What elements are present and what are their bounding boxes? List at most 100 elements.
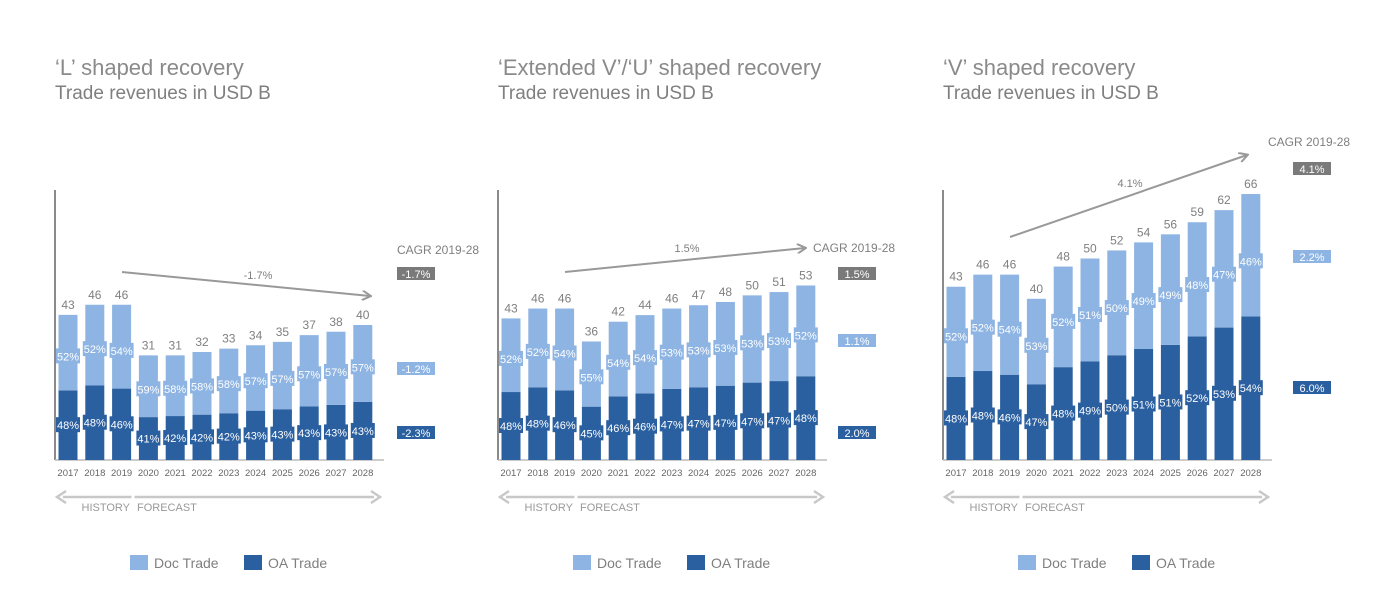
doc-share-label-bg (243, 373, 268, 389)
oa-share-label-bg (1051, 405, 1076, 421)
doc-share-label: 58% (218, 379, 240, 391)
oa-share-label-bg (190, 429, 214, 445)
cagr-title: CAGR 2019-28 (1268, 135, 1350, 149)
doc-share-label: 50% (1106, 303, 1128, 315)
doc-share-label: 57% (298, 369, 320, 381)
x-tick-label: 2021 (1053, 468, 1074, 479)
oa-share-label: 51% (1133, 400, 1155, 412)
oa-share-label-bg (1158, 394, 1183, 410)
legend-doc-swatch (1018, 555, 1036, 570)
trend-label: 1.5% (674, 243, 699, 255)
total-label: 54 (1137, 225, 1151, 239)
cagr-total-value: 4.1% (1299, 164, 1324, 176)
oa-share-label-bg (136, 430, 161, 446)
oa-share-label: 48% (945, 413, 967, 425)
total-label: 35 (276, 325, 290, 339)
oa-share-label-bg (552, 417, 577, 433)
oa-share-label: 48% (500, 421, 522, 433)
history-label: HISTORY (525, 502, 574, 514)
doc-share-label-bg (1104, 300, 1129, 316)
oa-share-label: 49% (1079, 406, 1101, 418)
oa-share-label-bg (686, 415, 711, 431)
doc-share-label: 52% (84, 344, 106, 356)
oa-share-label: 50% (1106, 403, 1128, 415)
oa-share-label: 42% (164, 433, 186, 445)
total-label: 46 (88, 288, 102, 302)
doc-share-label-bg (525, 343, 550, 359)
x-tick-label: 2020 (138, 468, 159, 479)
cagr-oa-value: 6.0% (1299, 383, 1324, 395)
doc-share-label-bg (270, 370, 295, 386)
x-tick-label: 2017 (945, 468, 966, 479)
oa-share-label: 45% (580, 428, 602, 440)
oa-share-label-bg (944, 410, 968, 426)
doc-share-label: 48% (1186, 280, 1208, 292)
doc-share-label-bg (793, 327, 818, 343)
legend-oa-label: OA Trade (268, 555, 327, 571)
doc-share-label: 54% (554, 349, 576, 361)
doc-share-label: 59% (137, 384, 159, 396)
doc-share-label: 53% (741, 338, 763, 350)
total-label: 52 (1110, 233, 1124, 247)
oa-share-label: 43% (271, 430, 293, 442)
timeline-right-arrow-icon (813, 489, 826, 505)
doc-share-label: 53% (688, 345, 710, 357)
oa-share-label: 46% (111, 419, 133, 431)
total-label: 38 (329, 315, 343, 329)
cagr-doc-value: 1.1% (844, 336, 869, 348)
trend-label: 4.1% (1117, 178, 1142, 190)
forecast-label: FORECAST (1025, 502, 1085, 514)
doc-share-label-bg (136, 381, 161, 397)
cagr-total-box (397, 267, 435, 280)
oa-share-label-bg (997, 409, 1022, 425)
doc-share-label-bg (944, 328, 968, 344)
total-label: 46 (115, 288, 129, 302)
oa-share-label: 52% (1186, 393, 1208, 405)
doc-share-label-bg (1212, 266, 1236, 282)
oa-share-label-bg (579, 425, 604, 441)
timeline-right-arrow-icon (370, 489, 383, 505)
total-label: 50 (746, 278, 760, 292)
legend-doc-swatch (573, 555, 591, 570)
x-tick-label: 2018 (527, 468, 548, 479)
trend-label: -1.7% (244, 270, 273, 282)
oa-share-label-bg (1185, 390, 1210, 406)
oa-share-label: 43% (298, 428, 320, 440)
total-label: 31 (169, 338, 183, 352)
x-tick-label: 2020 (1026, 468, 1047, 479)
total-label: 42 (612, 305, 626, 319)
total-label: 59 (1191, 205, 1205, 219)
oa-share-label: 51% (1159, 397, 1181, 409)
doc-share-label: 53% (714, 343, 736, 355)
total-label: 51 (772, 275, 786, 289)
cagr-doc-value: 2.2% (1299, 252, 1324, 264)
oa-share-label: 42% (218, 432, 240, 444)
doc-share-label: 53% (768, 336, 790, 348)
doc-share-label: 52% (945, 331, 967, 343)
doc-share-label: 52% (972, 323, 994, 335)
oa-share-label: 48% (57, 420, 79, 432)
doc-share-label-bg (350, 359, 375, 375)
doc-share-label-bg (633, 350, 657, 366)
oa-share-label: 48% (972, 411, 994, 423)
oa-share-label: 54% (1240, 383, 1262, 395)
total-label: 36 (585, 324, 599, 338)
forecast-label: FORECAST (137, 502, 197, 514)
legend-doc-swatch (130, 555, 148, 570)
chart-subtitle: Trade revenues in USD B (498, 83, 714, 104)
oa-share-label: 47% (661, 419, 683, 431)
chart-panel-2: ‘Extended V’/‘U’ shaped recovery Trade re… (497, 55, 895, 571)
oa-share-label-bg (767, 412, 791, 428)
legend-oa-swatch (244, 555, 262, 570)
x-tick-label: 2025 (715, 468, 736, 479)
chart-title: ‘L’ shaped recovery (55, 55, 244, 80)
doc-share-label-bg (552, 345, 577, 361)
oa-share-label-bg (270, 426, 295, 442)
forecast-label: FORECAST (580, 502, 640, 514)
doc-share-label: 58% (191, 381, 213, 393)
oa-share-label-bg (1238, 380, 1263, 396)
oa-share-label-bg (163, 430, 188, 446)
total-label: 44 (638, 298, 652, 312)
doc-share-label: 49% (1133, 296, 1155, 308)
